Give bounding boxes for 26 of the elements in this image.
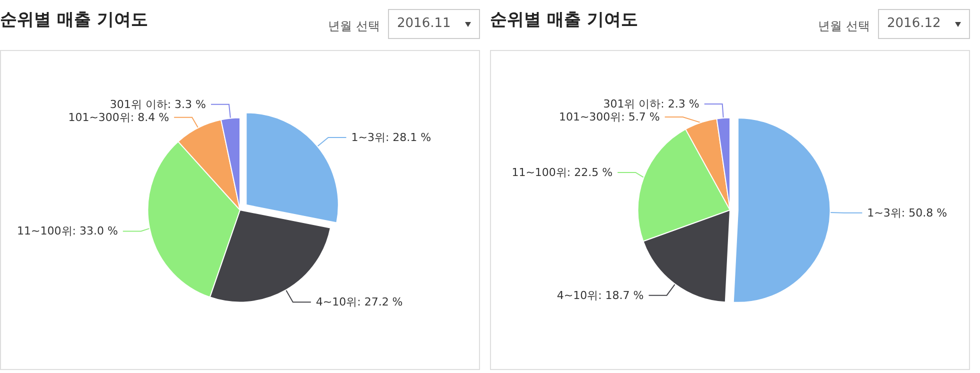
data-label: : 2.3 % bbox=[660, 98, 700, 111]
chart-title: 순위별 매출 기여도 bbox=[0, 9, 148, 31]
data-label: : 28.1 % bbox=[385, 130, 432, 144]
slice-label: 11~100위 bbox=[512, 166, 567, 179]
slice-label: 301위 이하 bbox=[110, 98, 168, 111]
slice-label: 101~300위 bbox=[68, 110, 130, 124]
data-label: : 33.0 % bbox=[72, 224, 118, 238]
text: 년월 선택 bbox=[328, 18, 380, 35]
data-label: : 8.4 % bbox=[130, 110, 170, 124]
text: 2016.11 bbox=[388, 9, 480, 39]
data-label: : 22.5 % bbox=[566, 166, 613, 179]
slice-label: 4~10위 bbox=[556, 288, 598, 302]
data-label: : 18.7 % bbox=[598, 288, 644, 302]
data-label: : 3.3 % bbox=[167, 98, 206, 111]
text: 년월 선택 bbox=[818, 18, 870, 35]
slice-label: 1~3위 bbox=[351, 130, 386, 144]
data-label: : 27.2 % bbox=[357, 296, 403, 309]
chart-title: 순위별 매출 기여도 bbox=[490, 9, 638, 31]
slice-label: 4~10위 bbox=[316, 296, 358, 309]
slice-label: 101~300위 bbox=[558, 110, 622, 124]
data-label: : 5.7 % bbox=[621, 110, 660, 124]
slice-label: 301위 이하 bbox=[603, 98, 661, 111]
text: 2016.12 bbox=[878, 9, 970, 39]
slice-label: 1~3위 bbox=[867, 206, 902, 220]
data-label: : 50.8 % bbox=[901, 206, 948, 220]
slice-label: 11~100위 bbox=[17, 224, 72, 238]
